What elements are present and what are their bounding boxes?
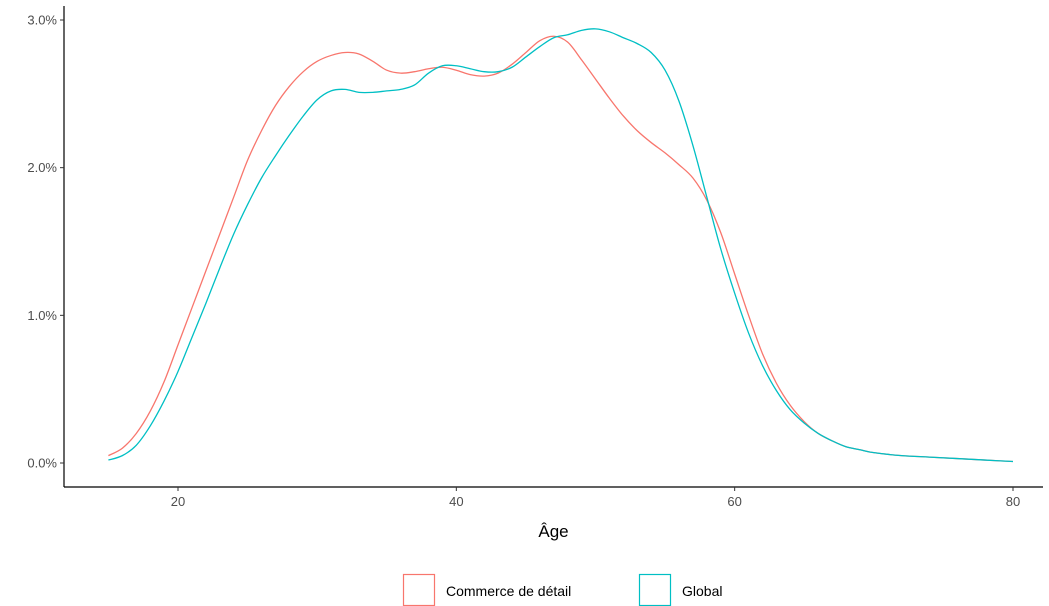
legend: Commerce de détail Global [402, 573, 722, 606]
y-tick-label: 2.0% [27, 160, 57, 175]
axes: 0.0% 1.0% 2.0% 3.0% 20 40 60 80 [27, 6, 1043, 509]
x-axis-title: Âge [538, 522, 568, 541]
legend-label-global: Global [682, 583, 722, 599]
x-tick-label: 40 [449, 494, 463, 509]
x-tick-label: 60 [727, 494, 741, 509]
series-line-global [108, 28, 1014, 463]
series-line-commerce-de-detail [108, 35, 1014, 463]
legend-key-global [638, 573, 672, 606]
x-tick-label: 80 [1006, 494, 1020, 509]
y-tick-label: 0.0% [27, 456, 57, 471]
y-tick-label: 1.0% [27, 308, 57, 323]
legend-key-commerce-de-detail [402, 573, 436, 606]
series-layer [108, 28, 1014, 463]
legend-label-commerce-de-detail: Commerce de détail [446, 583, 571, 599]
x-tick-label: 20 [171, 494, 185, 509]
y-tick-label: 3.0% [27, 13, 57, 28]
